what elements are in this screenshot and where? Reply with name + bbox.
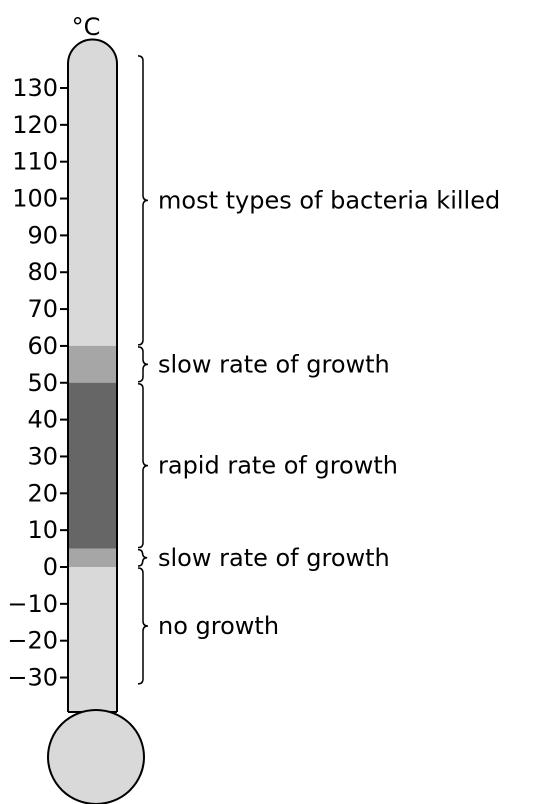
band-label: most types of bacteria killed <box>158 186 500 214</box>
tick-label: 110 <box>12 148 58 176</box>
brace <box>137 383 149 549</box>
brace <box>137 567 149 685</box>
brace <box>137 548 148 567</box>
tick-label: −10 <box>7 590 58 618</box>
tick-label: 80 <box>27 258 58 286</box>
brace <box>137 346 149 383</box>
bulb <box>47 709 145 804</box>
brace <box>137 55 149 346</box>
tick-label: 90 <box>27 221 58 249</box>
band <box>69 548 116 567</box>
tick-label: 20 <box>27 479 58 507</box>
band-label: rapid rate of growth <box>158 452 398 480</box>
tick-label: 120 <box>12 111 58 139</box>
tick-label: 10 <box>27 516 58 544</box>
tick-label: −20 <box>7 627 58 655</box>
band-label: no growth <box>158 612 279 640</box>
tick-label: 100 <box>12 185 58 213</box>
tick-label: 70 <box>27 295 58 323</box>
tick-label: 50 <box>27 369 58 397</box>
tick-label: 40 <box>27 406 58 434</box>
tick-label: 0 <box>43 553 58 581</box>
band-label: slow rate of growth <box>158 544 390 572</box>
tick-label: −30 <box>7 664 58 692</box>
band <box>69 382 116 549</box>
band-label: slow rate of growth <box>158 350 390 378</box>
band <box>69 345 116 383</box>
unit-label: °C <box>72 13 101 41</box>
tick-label: 130 <box>12 74 58 102</box>
tick-label: 60 <box>27 332 58 360</box>
tick-label: 30 <box>27 442 58 470</box>
